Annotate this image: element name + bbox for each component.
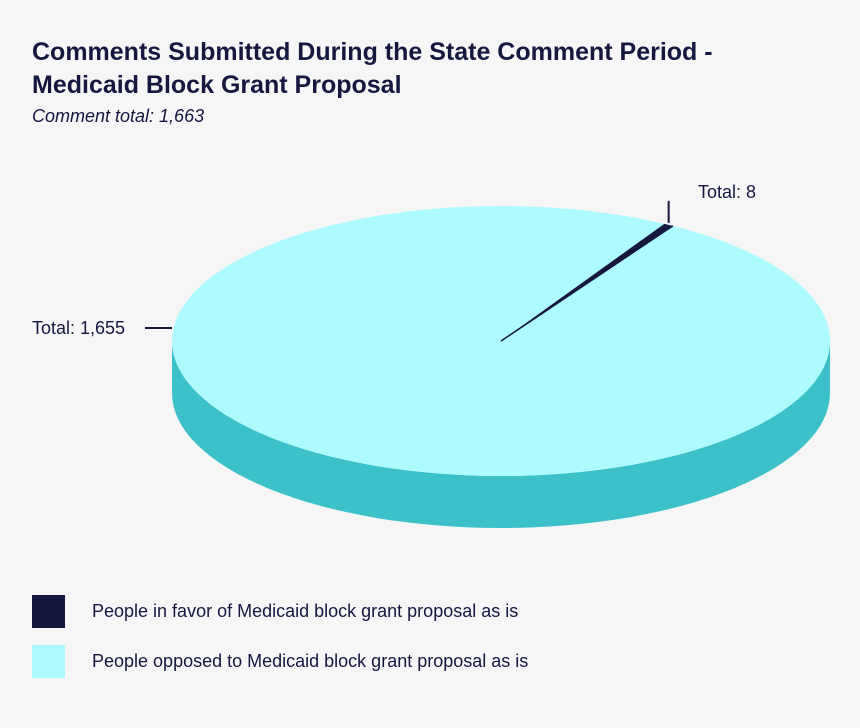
legend: People in favor of Medicaid block grant … [32, 594, 528, 694]
legend-label-opposed: People opposed to Medicaid block grant p… [92, 650, 529, 671]
pie-side-wall [172, 341, 830, 528]
data-label-in-favor: Total: 8 [698, 182, 756, 202]
chart-title: Comments Submitted During the State Comm… [32, 38, 713, 99]
chart-subtitle: Comment total: 1,663 [32, 106, 205, 126]
legend-swatch-opposed [32, 644, 65, 678]
legend-swatch-in-favor [32, 594, 65, 628]
legend-item-in-favor: People in favor of Medicaid block grant … [32, 594, 528, 628]
data-label-opposed: Total: 1,655 [32, 318, 125, 338]
legend-item-opposed: People opposed to Medicaid block grant p… [32, 644, 528, 678]
slice-divider-line [500, 225, 674, 342]
legend-label-in-favor: People in favor of Medicaid block grant … [92, 600, 519, 621]
